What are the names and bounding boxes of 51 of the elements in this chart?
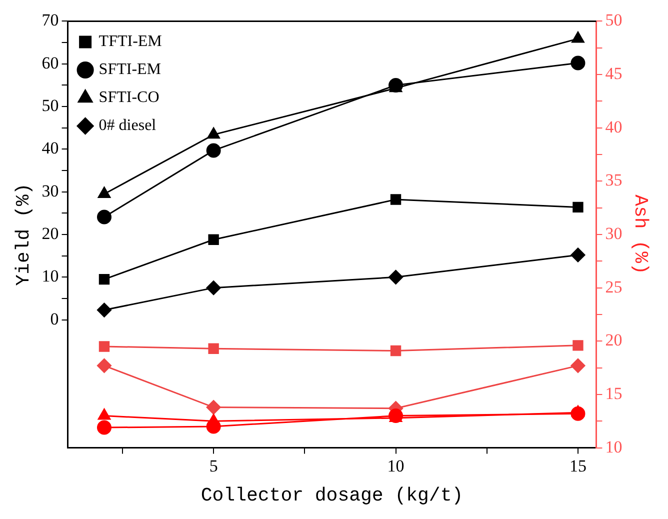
y-tick-label: 60 — [42, 53, 59, 72]
point — [206, 280, 221, 296]
point — [96, 358, 112, 373]
y-tick-label: 10 — [42, 266, 59, 286]
x-axis-title: Collector dosage (kg/t) — [200, 484, 464, 507]
legend-label: SFTI-EM — [98, 61, 162, 78]
x-tick-label: 5 — [209, 456, 218, 476]
legend-label: SFTI-CO — [98, 89, 160, 106]
y-tick-label: 30 — [42, 181, 59, 200]
point — [98, 274, 110, 285]
point — [208, 234, 219, 245]
x-tick-label: 10 — [387, 456, 404, 476]
y2-tick-label: 15 — [605, 384, 622, 403]
y-tick-label: 70 — [42, 10, 59, 30]
y2-tick-label: 45 — [605, 64, 622, 83]
point — [570, 56, 586, 70]
y2-tick-label: 50 — [605, 10, 622, 30]
legend-label: TFTI-EM — [98, 33, 162, 50]
x-tick-label: 15 — [569, 456, 586, 476]
y-tick-label: 50 — [42, 96, 59, 115]
y2-tick-label: 20 — [605, 330, 622, 350]
point — [96, 210, 112, 224]
point — [208, 343, 219, 354]
point — [98, 186, 111, 198]
y2-tick-label: 25 — [605, 277, 622, 296]
y2-tick-label: 35 — [605, 170, 622, 190]
point — [96, 420, 112, 435]
point — [570, 406, 586, 421]
point — [207, 127, 220, 139]
point — [570, 358, 586, 373]
point — [572, 340, 584, 351]
point — [388, 78, 404, 92]
legend-label: 0# diesel — [98, 117, 157, 134]
y2-axis-title: Ash (%) — [630, 194, 652, 274]
y-tick-label: 20 — [42, 224, 59, 243]
point — [388, 270, 404, 284]
point — [98, 341, 110, 352]
point — [390, 345, 402, 356]
point — [390, 194, 402, 205]
y-axis-title: Yield (%) — [12, 183, 34, 286]
y2-tick-label: 30 — [605, 224, 622, 243]
point — [570, 248, 586, 262]
y-tick-label: 0 — [50, 309, 59, 328]
point — [206, 143, 221, 158]
point — [572, 31, 584, 43]
y2-tick-label: 10 — [605, 437, 622, 456]
point — [572, 202, 584, 213]
y2-tick-label: 40 — [605, 117, 622, 136]
point — [206, 400, 221, 415]
point — [96, 302, 112, 318]
y-tick-label: 40 — [42, 138, 59, 158]
